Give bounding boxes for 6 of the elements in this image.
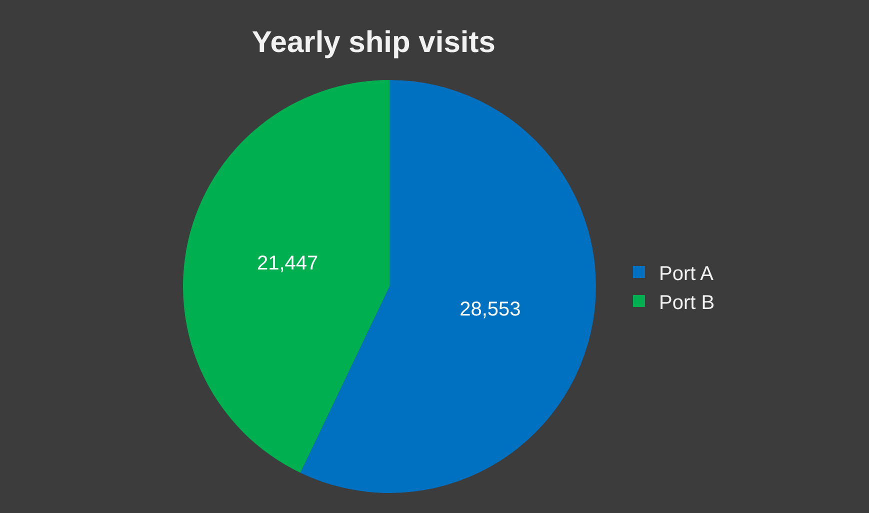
pie-slice bbox=[183, 80, 390, 473]
legend-label: Port A bbox=[659, 262, 714, 285]
data-label: 28,553 bbox=[460, 298, 521, 320]
chart-title: Yearly ship visits bbox=[252, 26, 496, 59]
legend-label: Port B bbox=[659, 292, 715, 314]
data-label: 21,447 bbox=[256, 252, 318, 274]
